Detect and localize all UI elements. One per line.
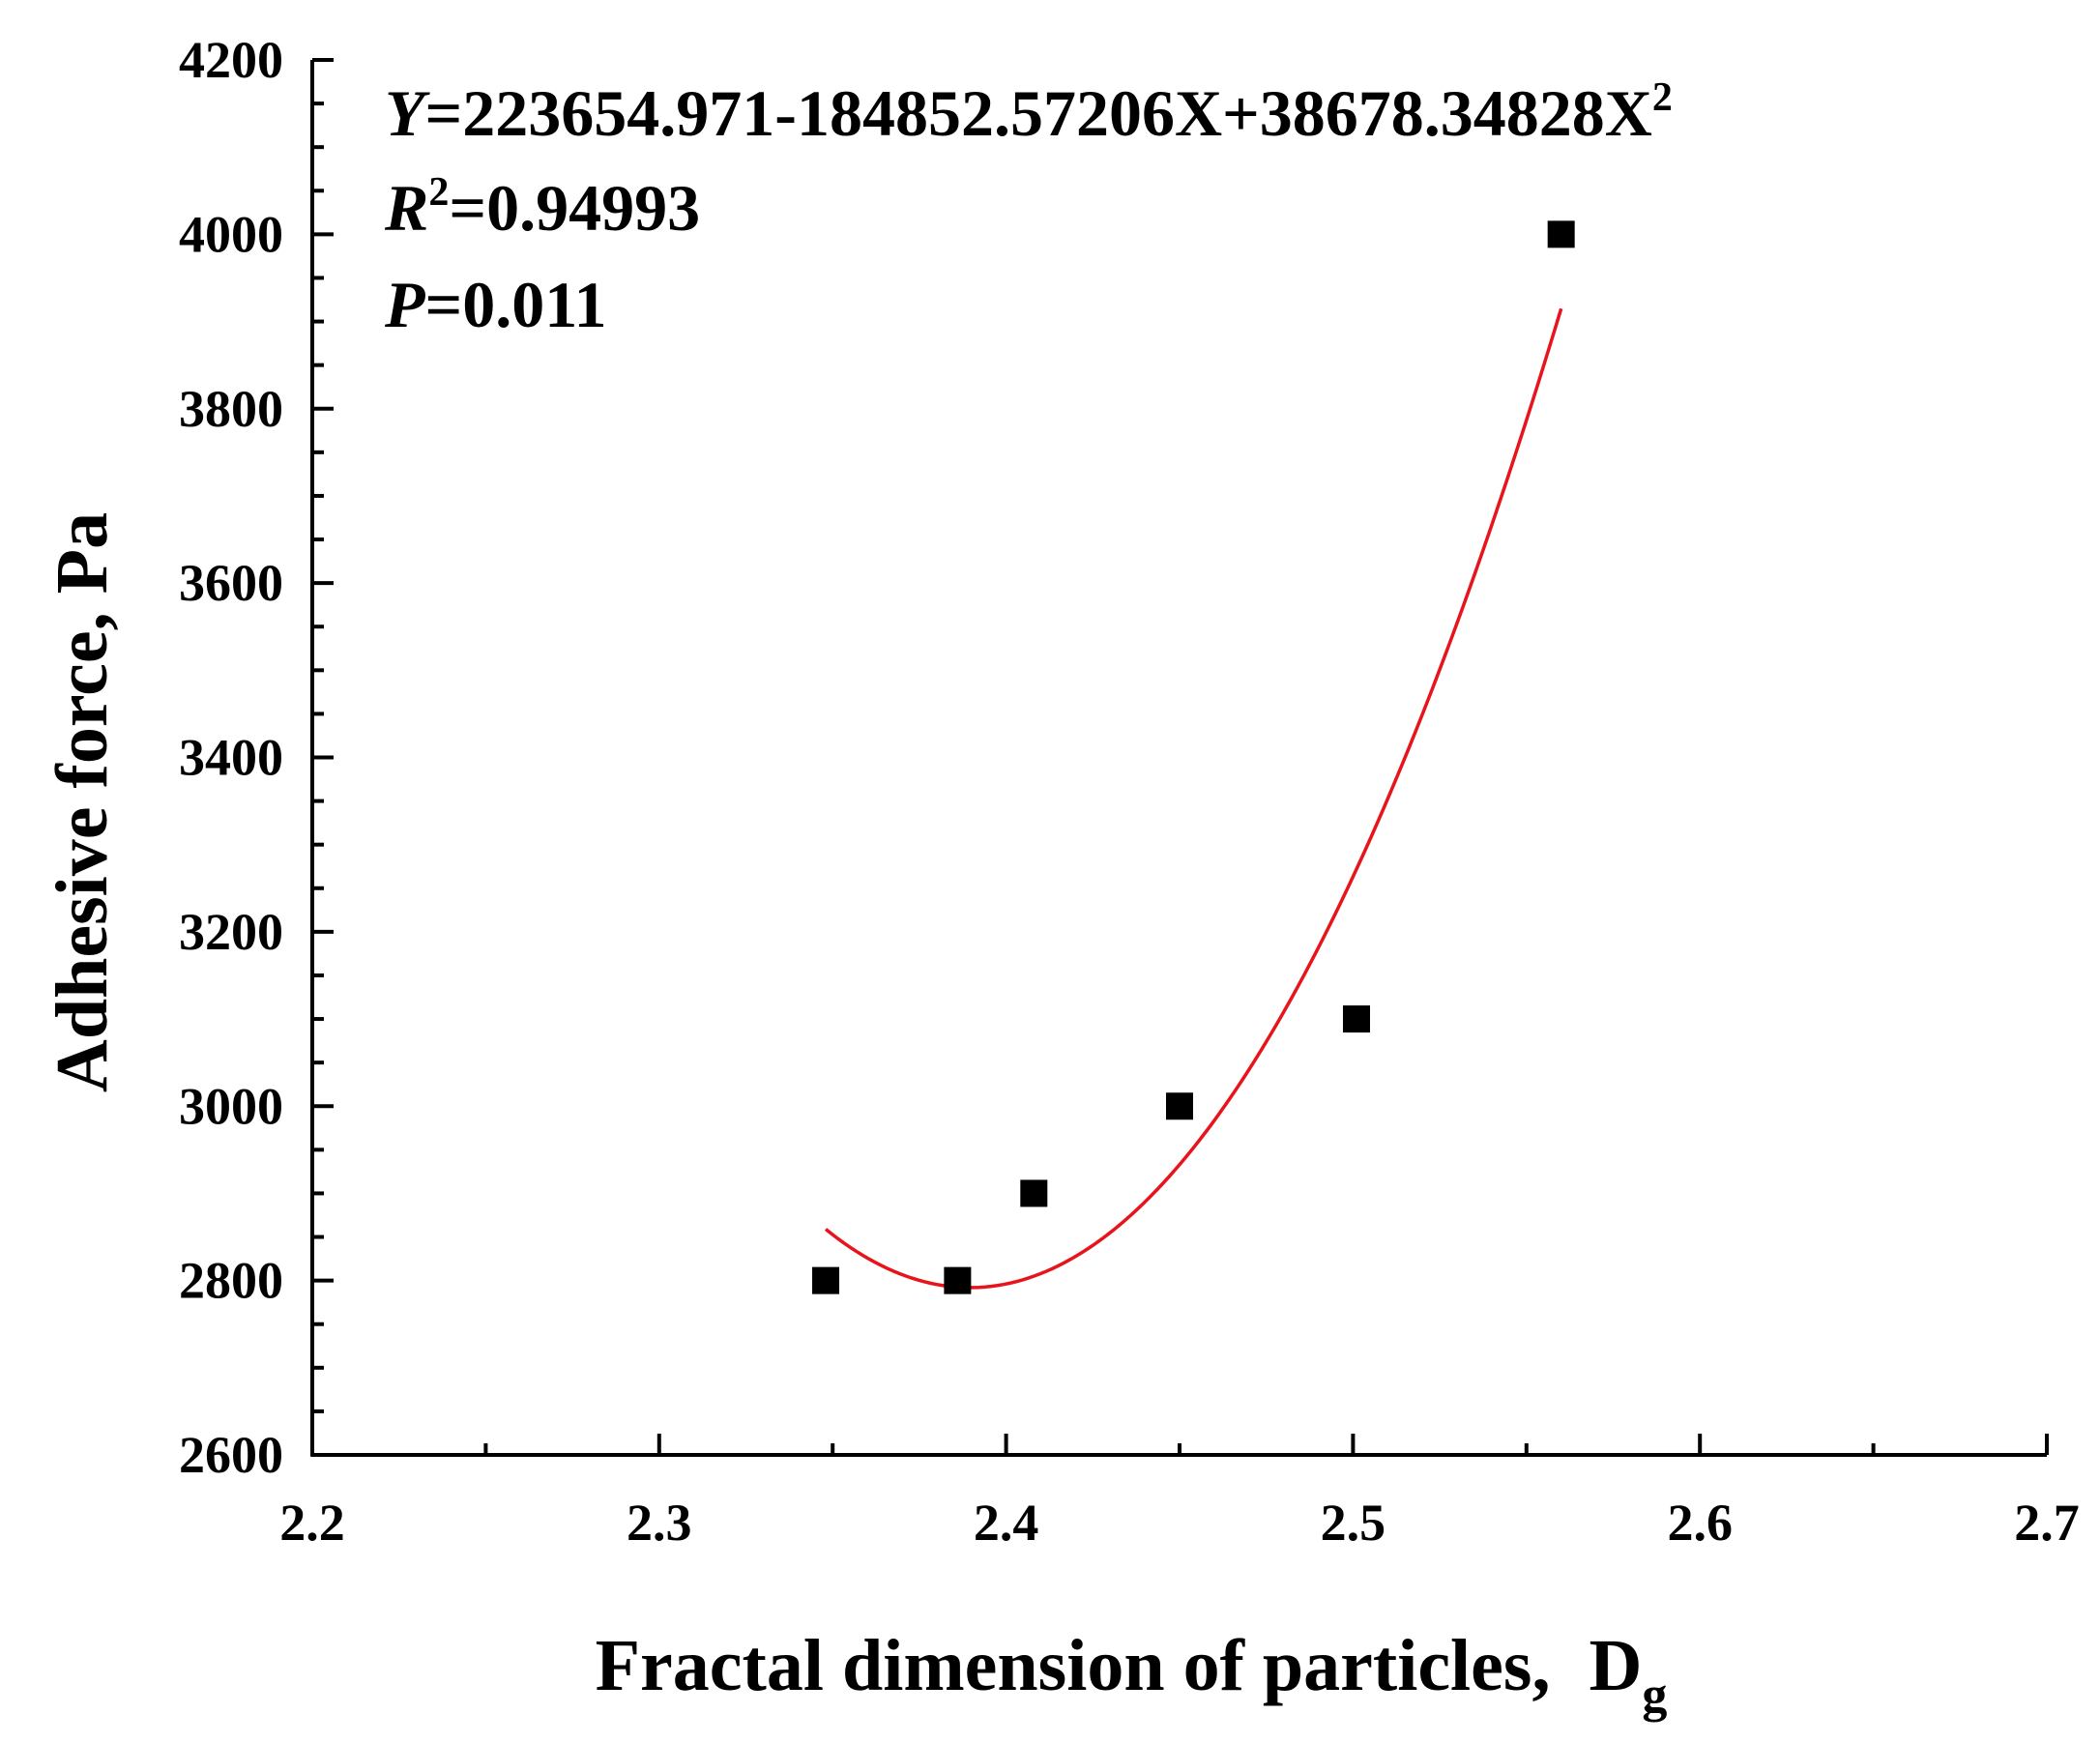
r2-var: R xyxy=(384,171,428,245)
y-tick-label: 2600 xyxy=(179,1426,283,1484)
r-squared-annotation: R2=0.94993 xyxy=(384,170,700,245)
y-tick-label: 3000 xyxy=(179,1077,283,1135)
equation-y-var: Y xyxy=(385,76,430,150)
x-tick-label: 2.3 xyxy=(627,1494,692,1552)
x-axis-symbol: D xyxy=(1589,1625,1642,1706)
y-tick-label: 4200 xyxy=(179,31,283,89)
fit-curve xyxy=(824,307,1563,1290)
data-point xyxy=(1547,220,1575,248)
y-axis-title: Adhesive force, Pa xyxy=(42,512,123,1092)
data-point xyxy=(812,1266,840,1294)
y-tick-label: 4000 xyxy=(179,205,283,263)
data-point xyxy=(1020,1179,1048,1207)
y-tick-label: 3800 xyxy=(179,380,283,438)
x-axis-title: Fractal dimension of particles, Dg xyxy=(596,1625,1668,1723)
tick-labels: 2.2 2.3 2.4 2.5 2.6 2.7 2600 2800 3000 3200 3400 36… xyxy=(179,31,2080,1552)
equation-exponent: 2 xyxy=(1652,75,1673,120)
r2-exponent: 2 xyxy=(428,170,449,215)
equation-annotation: Y=223654.971-184852.57206X+38678.34828X2 xyxy=(385,75,1673,150)
x-tick-label: 2.6 xyxy=(1667,1494,1733,1552)
data-point xyxy=(1166,1092,1193,1120)
x-tick-label: 2.5 xyxy=(1321,1494,1386,1552)
y-tick-label: 2800 xyxy=(179,1252,283,1310)
y-tick-label: 3400 xyxy=(179,729,283,787)
data-points xyxy=(812,220,1575,1294)
p-var: P xyxy=(384,268,425,341)
x-tick-label: 2.7 xyxy=(2014,1494,2080,1552)
equation-body: =223654.971-184852.57206X+38678.34828X xyxy=(425,76,1652,150)
p-body: =0.011 xyxy=(425,268,607,341)
ticks xyxy=(310,58,2049,1457)
data-point xyxy=(944,1266,972,1294)
x-tick-label: 2.2 xyxy=(279,1494,345,1552)
p-value-annotation: P=0.011 xyxy=(384,268,607,341)
y-tick-label: 3600 xyxy=(179,554,283,612)
y-tick-label: 3200 xyxy=(179,903,283,961)
x-axis-label: Fractal dimension of particles, xyxy=(596,1625,1551,1706)
x-tick-label: 2.4 xyxy=(974,1494,1039,1552)
x-axis-subscript: g xyxy=(1642,1668,1667,1723)
r2-body: =0.94993 xyxy=(449,171,700,245)
data-point xyxy=(1342,1005,1370,1033)
